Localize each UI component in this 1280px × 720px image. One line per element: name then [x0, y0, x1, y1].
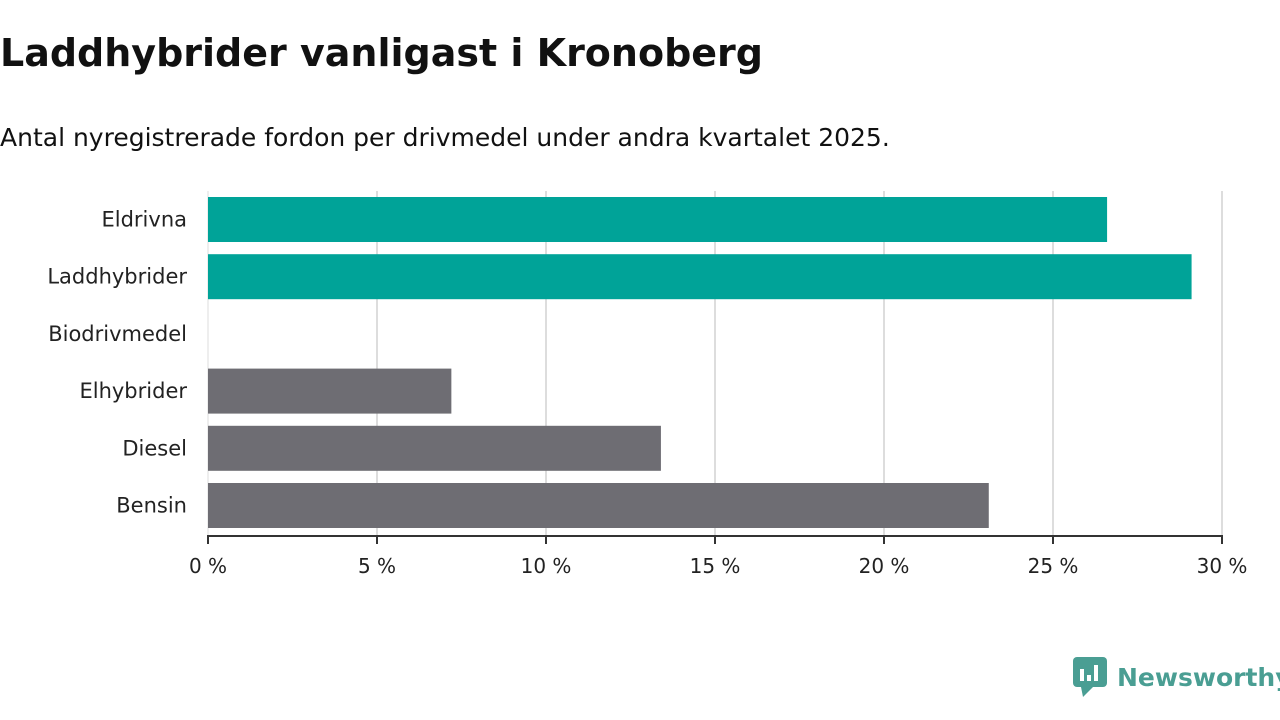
bar-eldrivna [208, 197, 1108, 242]
x-tick-label-3: 15 % [690, 554, 741, 578]
x-tick-label-5: 25 % [1028, 554, 1079, 578]
bar-laddhybrider [208, 254, 1192, 300]
category-label-laddhybrider: Laddhybrider [47, 265, 187, 289]
category-label-elhybrider: Elhybrider [79, 379, 187, 403]
chart-title: Laddhybrider vanligast i Kronoberg [0, 31, 763, 75]
newsworthy-logo: Newsworthy [1073, 656, 1280, 698]
newsworthy-logo-icon [1073, 657, 1107, 697]
bars [208, 197, 1192, 528]
x-axis: 0 % 5 % 10 % 15 % 20 % 25 % 30 % [189, 535, 1248, 578]
x-tick-label-2: 10 % [521, 554, 572, 578]
x-tick-label-4: 20 % [859, 554, 910, 578]
category-labels: Eldrivna Laddhybrider Biodrivmedel Elhybrid… [47, 208, 187, 518]
category-label-diesel: Diesel [122, 436, 187, 460]
bar-diesel [208, 425, 661, 471]
bar-elhybrider [208, 368, 452, 414]
x-tick-label-6: 30 % [1197, 554, 1248, 578]
category-label-eldrivna: Eldrivna [101, 208, 187, 232]
gridlines [207, 191, 1223, 536]
logo-wordmark: Newsworthy [1117, 662, 1280, 692]
chart-subtitle: Antal nyregistrerade fordon per drivmede… [0, 123, 890, 152]
x-tick-label-0: 0 % [189, 554, 227, 578]
category-label-bensin: Bensin [116, 494, 187, 518]
category-label-biodrivmedel: Biodrivmedel [48, 322, 187, 346]
bar-bensin [208, 483, 989, 528]
x-tick-label-1: 5 % [358, 554, 396, 578]
